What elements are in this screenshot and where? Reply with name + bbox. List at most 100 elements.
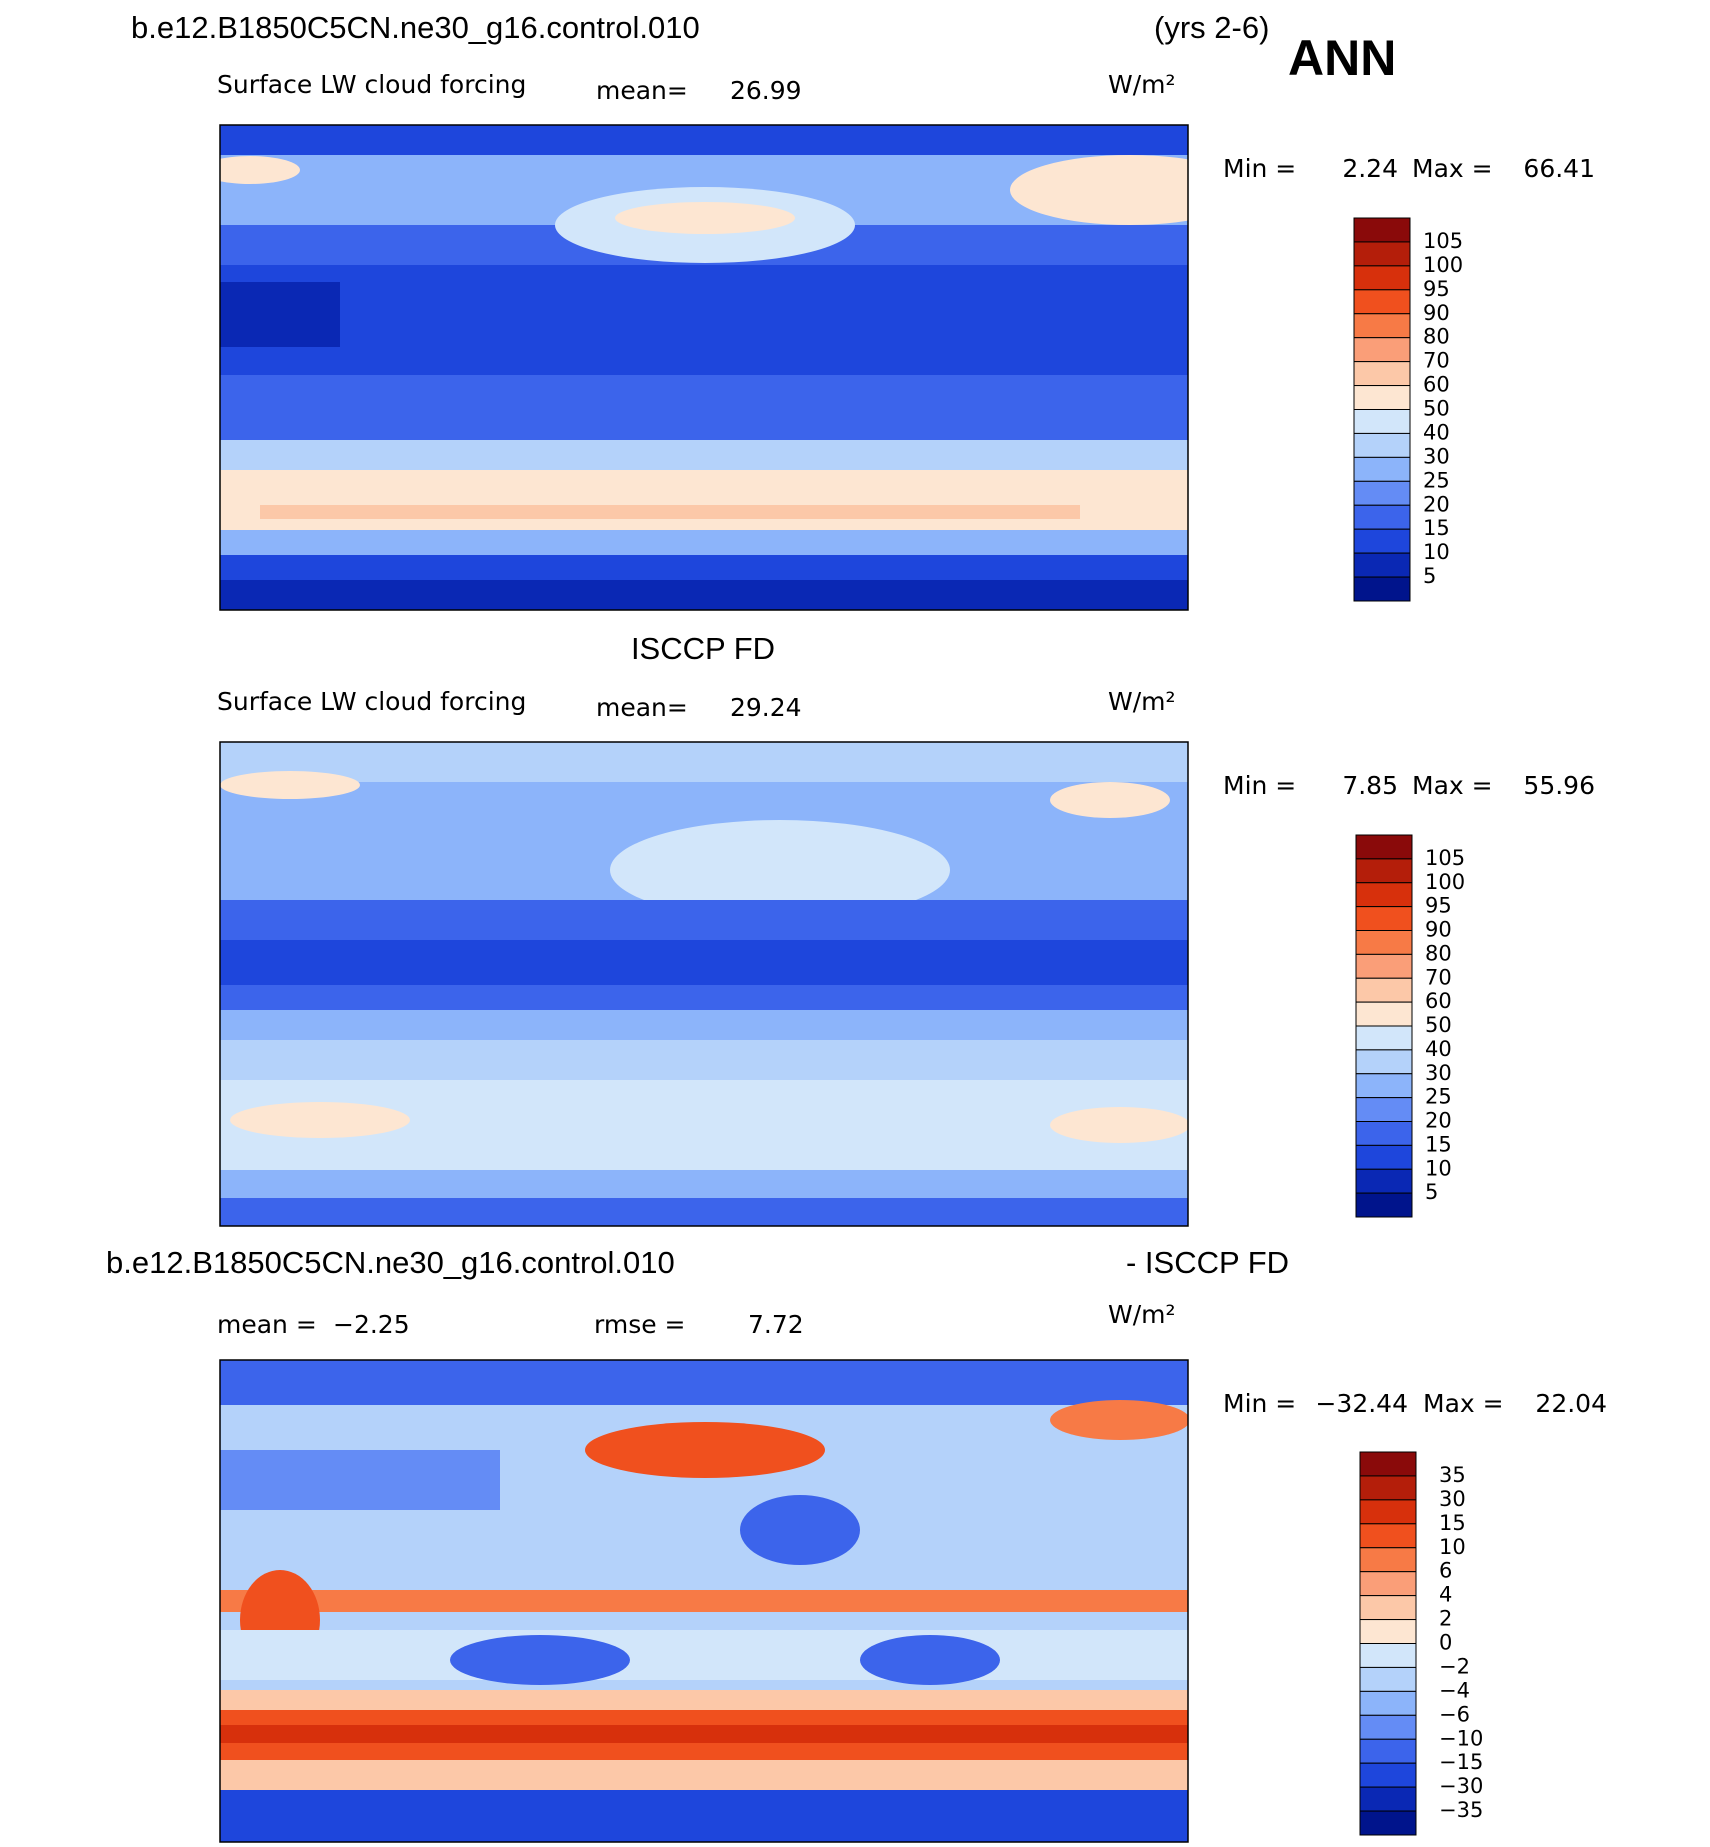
colorbar-box: [1355, 930, 1413, 955]
colorbar-label: 25: [1423, 468, 1450, 492]
colorbar-label: 10: [1425, 1156, 1452, 1180]
colorbar-label: 35: [1439, 1463, 1466, 1487]
colorbar-box: [1359, 1499, 1417, 1525]
colorbar-label: 60: [1425, 989, 1452, 1013]
max-label: Max =: [1412, 771, 1493, 800]
colorbar-label: −4: [1439, 1678, 1470, 1702]
colorbar-label: −15: [1439, 1750, 1483, 1774]
mean-label: mean =: [217, 1310, 317, 1339]
colorbar-box: [1353, 289, 1411, 315]
colorbar-box: [1359, 1619, 1417, 1644]
colorbar-box: [1353, 361, 1411, 387]
colorbar-label: 15: [1439, 1511, 1466, 1535]
colorbar-box: [1359, 1786, 1417, 1812]
colorbar-box: [1355, 858, 1413, 884]
colorbar-box: [1359, 1666, 1417, 1692]
colorbar-box: [1353, 480, 1411, 506]
colorbar-box: [1359, 1475, 1417, 1501]
colorbar-label: 50: [1425, 1013, 1452, 1037]
colorbar-label: 2: [1439, 1607, 1452, 1631]
colorbar-label: 15: [1425, 1132, 1452, 1156]
panel-title: ISCCP FD: [631, 631, 775, 666]
colorbar-label: 30: [1425, 1061, 1452, 1085]
colorbar-box: [1355, 1049, 1413, 1075]
min-label: Min =: [1223, 771, 1296, 800]
colorbar-box: [1353, 432, 1411, 458]
map-frame: [219, 1359, 1189, 1843]
colorbar-box: [1359, 1547, 1417, 1573]
min-value: 2.24: [1342, 154, 1398, 183]
colorbar-box: [1359, 1690, 1417, 1716]
colorbar-box: [1355, 1192, 1413, 1218]
colorbar-label: 105: [1425, 846, 1465, 870]
colorbar-box: [1359, 1571, 1417, 1597]
season: ANN: [1288, 30, 1396, 86]
map-field: [220, 742, 1188, 1226]
colorbar-label: 6: [1439, 1559, 1452, 1583]
colorbar-label: 30: [1439, 1487, 1466, 1511]
colorbar-box: [1355, 977, 1413, 1003]
colorbar-label: −30: [1439, 1774, 1483, 1798]
map-frame: [219, 741, 1189, 1227]
max-value: 66.41: [1523, 154, 1595, 183]
colorbar-box: [1353, 265, 1411, 291]
colorbar-box: [1355, 1168, 1413, 1194]
colorbar-label: 90: [1425, 918, 1452, 942]
units: W/m²: [1108, 687, 1176, 716]
colorbar-label: 5: [1425, 1180, 1438, 1204]
years: (yrs 2-6): [1154, 10, 1269, 45]
mean-label: mean=: [596, 76, 688, 105]
colorbar-label: −10: [1439, 1726, 1483, 1750]
colorbar-box: [1355, 1097, 1413, 1122]
colorbar-label: −6: [1439, 1702, 1470, 1726]
colorbar-box: [1355, 1073, 1413, 1099]
min-value: 7.85: [1342, 771, 1398, 800]
colorbar-label: 10: [1423, 540, 1450, 564]
case-title: b.e12.B1850C5CN.ne30_g16.control.010: [131, 10, 700, 45]
colorbar-label: −35: [1439, 1798, 1483, 1822]
colorbar-label: 15: [1423, 516, 1450, 540]
colorbar-box: [1355, 882, 1413, 908]
colorbar-box: [1353, 337, 1411, 363]
colorbar-label: 20: [1423, 492, 1450, 516]
max-label: Max =: [1412, 154, 1493, 183]
colorbar-box: [1355, 834, 1413, 860]
colorbar-label: 4: [1439, 1583, 1452, 1607]
colorbar-box: [1353, 217, 1411, 243]
map-field: [220, 125, 1188, 610]
colorbar-box: [1359, 1595, 1417, 1621]
colorbar-label: 80: [1425, 941, 1452, 965]
colorbar-label: 40: [1423, 420, 1450, 444]
colorbar-label: −2: [1439, 1654, 1470, 1678]
colorbar-label: 10: [1439, 1535, 1466, 1559]
map-field: [220, 1360, 1188, 1842]
colorbar-label: 50: [1423, 397, 1450, 421]
units: W/m²: [1108, 1300, 1176, 1329]
colorbar-label: 90: [1423, 301, 1450, 325]
colorbar-label: 95: [1423, 277, 1450, 301]
min-label: Min =: [1223, 154, 1296, 183]
max-value: 55.96: [1523, 771, 1595, 800]
colorbar-box: [1355, 953, 1413, 979]
colorbar-label: 30: [1423, 444, 1450, 468]
colorbar-box: [1353, 385, 1411, 410]
colorbar-box: [1353, 552, 1411, 578]
colorbar-box: [1359, 1762, 1417, 1788]
colorbar-box: [1353, 528, 1411, 554]
variable: Surface LW cloud forcing: [217, 687, 526, 716]
colorbar-label: 70: [1423, 349, 1450, 373]
colorbar-label: 25: [1425, 1085, 1452, 1109]
min-value: −32.44: [1315, 1389, 1408, 1418]
colorbar-box: [1355, 1121, 1413, 1146]
colorbar-label: 105: [1423, 229, 1463, 253]
colorbar-box: [1359, 1810, 1417, 1836]
variable: Surface LW cloud forcing: [217, 70, 526, 99]
colorbar-box: [1359, 1738, 1417, 1764]
colorbar-label: 100: [1425, 870, 1465, 894]
colorbar-label: 80: [1423, 325, 1450, 349]
rmse-label: rmse =: [594, 1310, 686, 1339]
panel-title-right: - ISCCP FD: [1126, 1245, 1289, 1280]
rmse-value: 7.72: [748, 1310, 804, 1339]
